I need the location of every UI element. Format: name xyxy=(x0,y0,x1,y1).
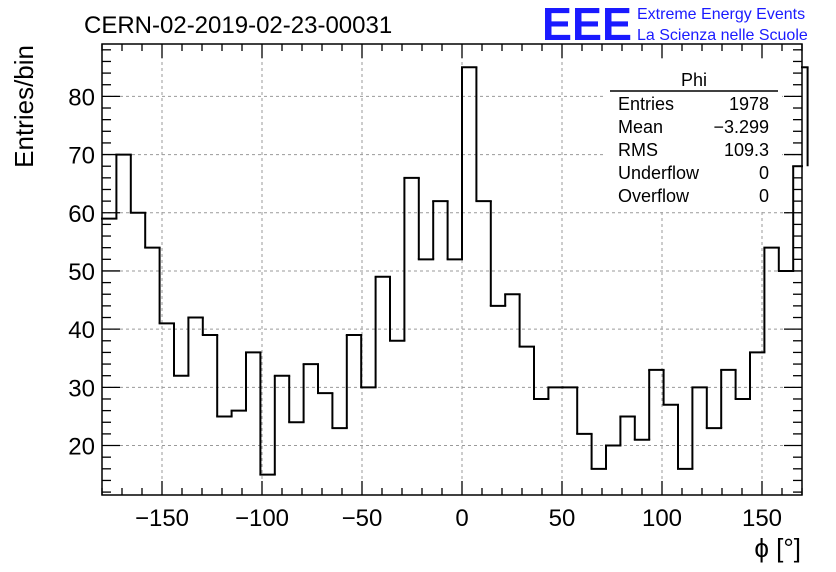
y-tick-label: 30 xyxy=(68,375,95,402)
plot-frame xyxy=(101,43,803,496)
y-tick-label: 20 xyxy=(68,434,95,461)
x-tick-label: 100 xyxy=(642,505,682,532)
eee-logo-mark: EEE xyxy=(542,0,632,50)
chart-title: CERN-02-2019-02-23-00031 xyxy=(84,12,392,39)
y-tick-label: 70 xyxy=(68,143,95,170)
stats-row-value: 0 xyxy=(759,186,769,206)
histogram-bars xyxy=(101,66,809,476)
tick-labels: −150 −100 −50 0 50 100 150 20 30 40 50 60 70 80 xyxy=(68,84,782,532)
stats-row-label: RMS xyxy=(618,140,658,160)
x-tick-label: 50 xyxy=(549,505,576,532)
y-tick-label: 50 xyxy=(68,259,95,286)
eee-logo-line2: La Scienza nelle Scuole xyxy=(637,27,808,44)
stats-row-value: 109.3 xyxy=(724,140,769,160)
eee-logo-line1: Extreme Energy Events xyxy=(637,6,805,23)
axes xyxy=(101,43,803,496)
stats-title: Phi xyxy=(681,70,707,90)
x-tick-label: −100 xyxy=(235,505,289,532)
stats-row-label: Mean xyxy=(618,117,663,137)
y-tick-label: 40 xyxy=(68,317,95,344)
y-tick-label: 80 xyxy=(68,84,95,111)
stats-row-label: Entries xyxy=(618,94,674,114)
stats-row-value: 0 xyxy=(759,163,769,183)
x-tick-label: −150 xyxy=(135,505,189,532)
x-tick-label: −50 xyxy=(342,505,383,532)
x-tick-label: 0 xyxy=(455,505,468,532)
y-axis-label: Entries/bin xyxy=(9,45,39,168)
eee-logo: EEE Extreme Energy Events La Scienza nel… xyxy=(542,0,808,50)
stats-row-label: Underflow xyxy=(618,163,700,183)
stats-row-label: Overflow xyxy=(618,186,690,206)
y-tick-label: 60 xyxy=(68,201,95,228)
stats-box: Phi Entries 1978 Mean −3.299 RMS 109.3 Underfl… xyxy=(603,62,782,212)
stats-row-value: −3.299 xyxy=(713,117,769,137)
x-axis-label: ϕ [°] xyxy=(754,533,801,563)
stats-row-value: 1978 xyxy=(729,94,769,114)
grid-lines xyxy=(102,44,802,495)
x-tick-label: 150 xyxy=(742,505,782,532)
